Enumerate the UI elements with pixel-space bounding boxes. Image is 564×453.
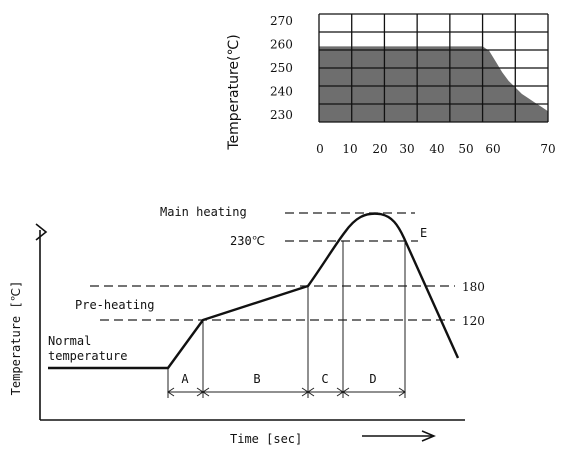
peak-230-label: 230℃ (230, 234, 265, 248)
zone-label-a: A (181, 372, 189, 386)
time-arrow-icon (362, 430, 436, 442)
pre-heating-label: Pre-heating (75, 298, 154, 312)
zone-arrows (167, 387, 406, 397)
top-y-tick-label: 250 (270, 61, 293, 75)
top-y-ticks: 270 260 250 240 230 (270, 14, 293, 122)
bottom-x-axis-label: Time [sec] (230, 432, 302, 446)
top-y-tick-label: 230 (270, 108, 293, 122)
top-x-tick-label: 10 (342, 142, 357, 156)
bottom-y-axis-label: Temperature [℃] (9, 281, 23, 396)
top-y-tick-label: 260 (270, 38, 293, 52)
normal-label: Normal (48, 334, 91, 348)
top-x-tick-label: 50 (458, 142, 473, 156)
top-x-tick-label: 40 (429, 142, 444, 156)
point-e-label: E (420, 226, 427, 240)
top-x-tick-label: 60 (485, 142, 500, 156)
y-tick-120: 120 (462, 314, 485, 328)
zone-label-d: D (369, 372, 376, 386)
top-y-tick-label: 240 (270, 85, 293, 99)
reflow-profile-curve (48, 212, 460, 370)
top-x-tick-label: 0 (316, 142, 324, 156)
top-x-tick-label: 30 (399, 142, 414, 156)
top-y-axis-label: Temperature(℃) (226, 34, 242, 150)
top-grid (318, 13, 549, 123)
top-x-ticks: 0 10 20 30 40 50 60 70 (316, 142, 555, 156)
y-axis-arrow-icon (35, 223, 48, 241)
zone-label-b: B (253, 372, 260, 386)
top-x-tick-label: 70 (540, 142, 555, 156)
top-area-series (319, 46, 548, 122)
zone-label-c: C (321, 372, 328, 386)
peak-temperature-chart: Temperature(℃) 270 260 250 240 230 0 10 20 30 40… (226, 13, 556, 156)
top-x-tick-label: 20 (372, 142, 387, 156)
y-tick-180: 180 (462, 280, 485, 294)
reflow-profile-chart: Main heating 230℃ Pre-heating Normal tem… (9, 205, 485, 446)
top-y-tick-label: 270 (270, 14, 293, 28)
temperature-label: temperature (48, 349, 127, 363)
main-heating-label: Main heating (160, 205, 247, 219)
